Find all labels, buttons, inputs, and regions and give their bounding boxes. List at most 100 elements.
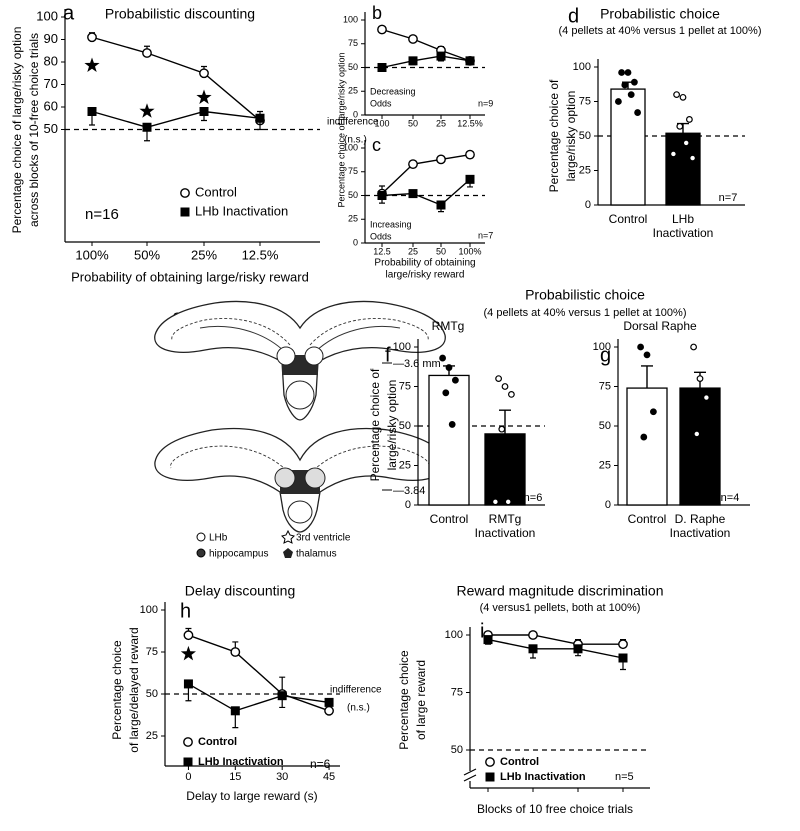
- panel-title: Dorsal Raphe: [623, 319, 697, 333]
- sample-size: n=6: [310, 757, 331, 771]
- y-tick-label: 75: [146, 646, 158, 658]
- data-point: [87, 32, 97, 43]
- individual-point: [615, 98, 622, 105]
- y-tick-label: 100: [343, 14, 358, 24]
- y-axis-label: across blocks of 10-free choice trials: [27, 33, 41, 227]
- individual-point: [703, 394, 710, 401]
- legend-label: Control: [500, 756, 539, 768]
- legend-label: thalamus: [296, 549, 337, 560]
- x-tick-label: LHb: [672, 212, 694, 226]
- series-line: [381, 28, 471, 62]
- series-line: [188, 634, 330, 712]
- x-tick-label: 100%: [75, 247, 109, 262]
- annotation: Odds: [370, 231, 392, 241]
- axis-break: [463, 768, 477, 782]
- y-tick-label: 0: [353, 109, 358, 119]
- data-point: [618, 653, 628, 663]
- sample-size: n=7: [719, 192, 738, 204]
- individual-point: [627, 91, 635, 98]
- sample-size: n=6: [524, 492, 543, 504]
- series-line: [488, 634, 623, 645]
- x-tick-label: Control: [628, 512, 667, 526]
- y-tick-label: 100: [573, 61, 591, 73]
- data-point: [183, 679, 193, 689]
- panel-letter: g: [600, 344, 611, 366]
- data-point: [408, 34, 418, 44]
- section-layer: [170, 445, 430, 475]
- y-tick-label: 100: [393, 341, 411, 353]
- y-axis-label: Percentage choice of large/risky option: [336, 52, 346, 207]
- y-tick-label: 75: [348, 38, 358, 48]
- y-tick-label: 75: [599, 380, 611, 392]
- significance-star: [180, 645, 196, 661]
- individual-point: [682, 139, 690, 147]
- x-tick-label: D. Raphe: [675, 512, 726, 526]
- series-line: [188, 683, 330, 712]
- x-axis-label: Blocks of 10 free choice trials: [477, 802, 633, 816]
- lhb-region: [304, 467, 326, 489]
- x-tick-label: 50: [436, 246, 446, 256]
- y-axis-label: large/risky option: [564, 91, 578, 182]
- y-axis-label: Percentage choice: [397, 650, 411, 750]
- data-point: [485, 772, 495, 782]
- individual-point: [445, 364, 453, 371]
- legend-symbol: [196, 532, 206, 542]
- y-tick-label: 0: [585, 199, 591, 211]
- data-point: [485, 757, 495, 767]
- legend-label: hippocampus: [209, 549, 268, 560]
- data-point: [324, 697, 334, 707]
- individual-point: [670, 150, 677, 158]
- data-point: [408, 189, 418, 199]
- y-tick-label: 25: [579, 164, 591, 176]
- y-tick-label: 50: [44, 121, 58, 136]
- individual-point: [696, 375, 704, 383]
- chart-title: Probabilistic choice: [600, 6, 720, 22]
- legend-label: 3rd ventricle: [296, 533, 351, 544]
- significance-star: [139, 103, 155, 118]
- reference-label: indifference: [327, 117, 379, 128]
- lhb-region: [276, 346, 296, 366]
- significance-star: [84, 57, 100, 72]
- y-tick-label: 25: [399, 459, 411, 471]
- x-tick-label: 25: [436, 118, 446, 128]
- data-point: [324, 705, 334, 716]
- y-axis-label: large/risky option: [385, 380, 399, 471]
- y-tick-label: 50: [348, 62, 358, 72]
- sample-size: n=7: [478, 230, 493, 240]
- x-tick-label: Inactivation: [670, 526, 731, 540]
- panel-letter: i: [480, 620, 484, 642]
- panel-letter: b: [372, 3, 382, 23]
- y-tick-label: 90: [44, 31, 58, 46]
- y-tick-label: 50: [348, 190, 358, 200]
- y-axis-label: of large/delayed reward: [127, 627, 141, 752]
- y-tick-label: 50: [399, 420, 411, 432]
- x-axis-label: Probability of obtaining large/risky rew…: [71, 269, 309, 284]
- y-tick-label: 50: [579, 130, 591, 142]
- data-point: [528, 644, 538, 654]
- sample-size: n=5: [615, 771, 634, 783]
- data-point: [180, 207, 190, 217]
- individual-point: [673, 91, 680, 98]
- individual-point: [689, 154, 696, 162]
- data-point: [183, 737, 193, 747]
- data-point: [199, 68, 209, 79]
- annotation: Increasing: [370, 219, 412, 229]
- section-layer: [199, 325, 401, 353]
- series-line: [381, 55, 471, 69]
- series-line: [381, 178, 471, 206]
- individual-point: [442, 389, 450, 397]
- data-point: [142, 48, 152, 58]
- data-point: [483, 635, 493, 645]
- lhb-region: [274, 467, 296, 489]
- individual-point: [498, 425, 506, 433]
- data-point: [465, 56, 475, 66]
- individual-point: [650, 408, 657, 416]
- data-point: [142, 122, 152, 132]
- x-tick-label: Control: [430, 512, 469, 526]
- panel-letter: h: [180, 600, 191, 622]
- midbrain-region: [285, 380, 315, 410]
- chart-title: Probabilistic discounting: [105, 6, 255, 22]
- x-tick-label: 100: [374, 118, 389, 128]
- x-tick-label: Inactivation: [653, 226, 714, 240]
- data-point: [255, 113, 265, 123]
